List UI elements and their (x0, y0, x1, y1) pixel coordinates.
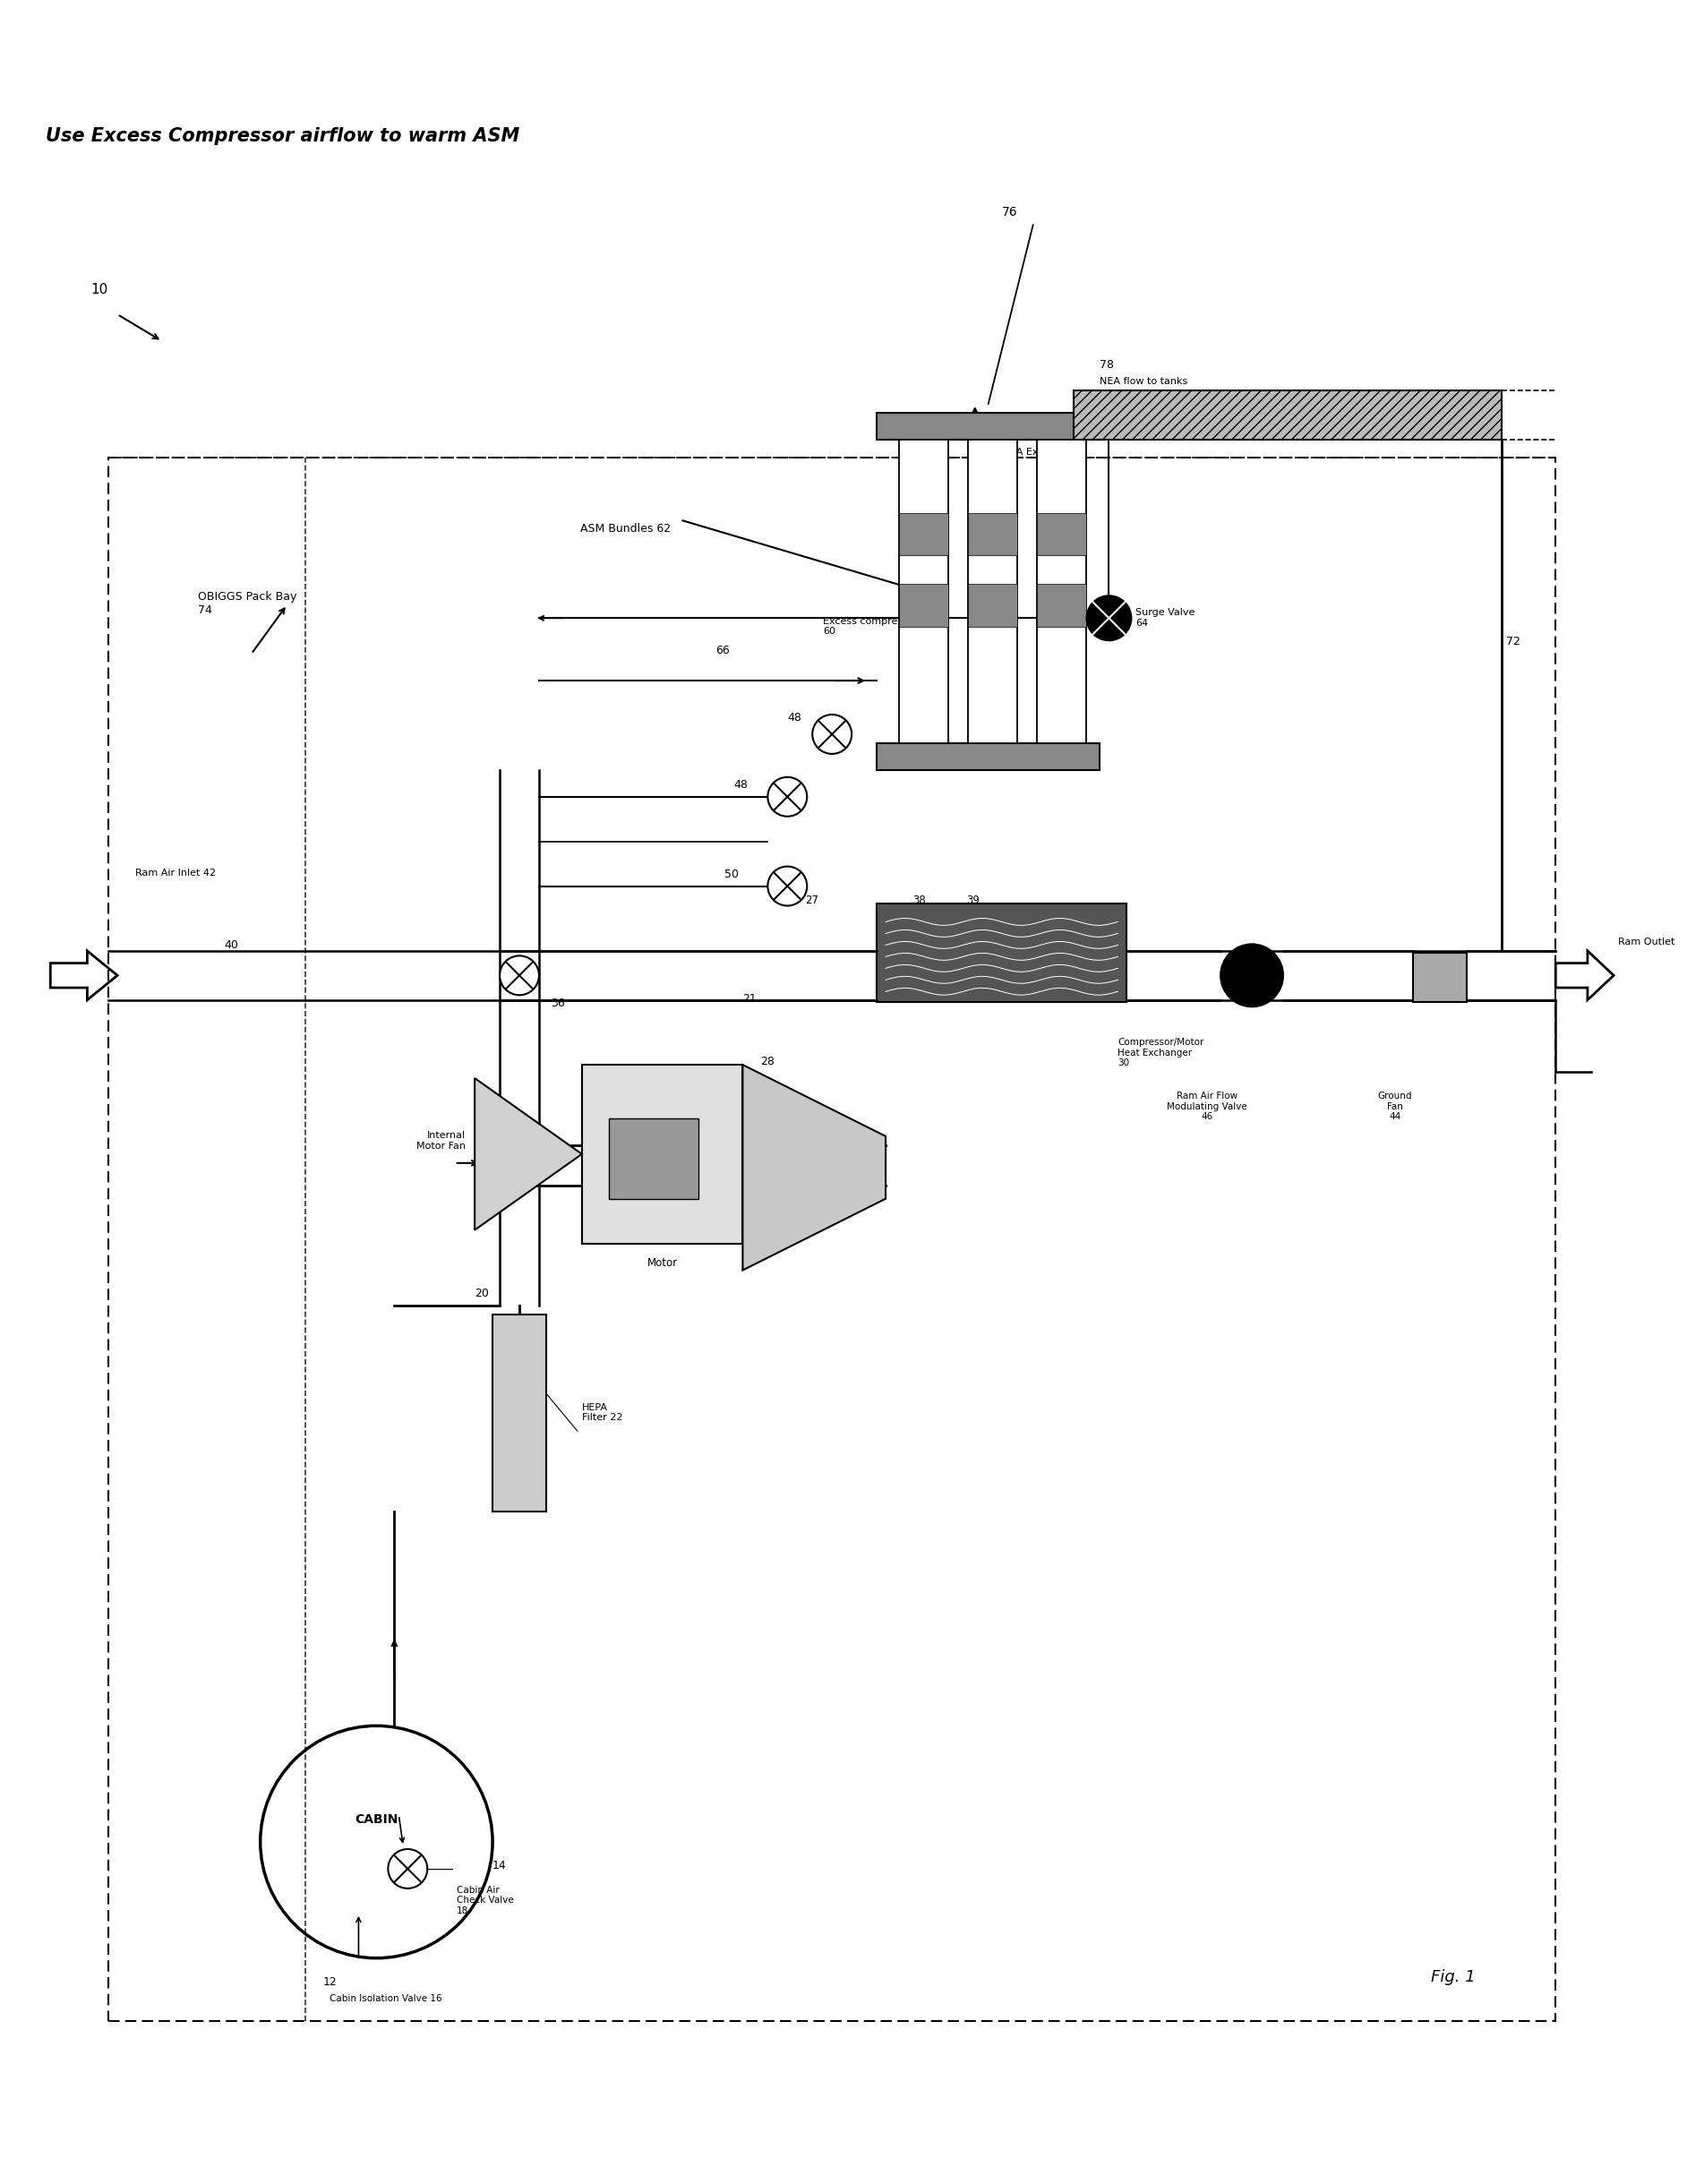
Circle shape (388, 1850, 427, 1889)
Text: Ram Air Inlet 42: Ram Air Inlet 42 (135, 869, 216, 878)
Bar (968, 439, 1017, 743)
Bar (877, 743, 1100, 771)
Bar (1073, 391, 1501, 439)
Text: NEA flow to tanks: NEA flow to tanks (1100, 378, 1188, 387)
Circle shape (813, 714, 852, 753)
Bar (609, 1118, 698, 1199)
Bar (968, 513, 1017, 555)
Text: 38: 38 (913, 895, 926, 906)
Text: Surge Valve
64: Surge Valve 64 (1135, 609, 1194, 627)
Text: 39: 39 (967, 895, 980, 906)
Text: OEA Exit
70: OEA Exit 70 (1002, 448, 1044, 467)
Text: 27: 27 (805, 895, 818, 906)
Text: Ram Outlet: Ram Outlet (1618, 937, 1675, 946)
Text: Cabin Isolation Valve 16: Cabin Isolation Valve 16 (329, 1994, 442, 2003)
Text: Fig. 1: Fig. 1 (1431, 1968, 1474, 1985)
Text: 48: 48 (734, 780, 747, 791)
Text: 66: 66 (715, 644, 730, 657)
Bar (877, 413, 1100, 439)
Text: Ground
Fan
44: Ground Fan 44 (1378, 1092, 1412, 1120)
Text: Compressor/Motor
Heat Exchanger
30: Compressor/Motor Heat Exchanger 30 (1118, 1037, 1205, 1068)
Circle shape (499, 957, 540, 996)
Bar (899, 513, 948, 555)
Text: HEPA
Filter 22: HEPA Filter 22 (582, 1402, 623, 1422)
Text: 21: 21 (742, 994, 757, 1005)
Text: 12: 12 (322, 1977, 337, 1987)
Text: 48: 48 (788, 712, 801, 723)
Text: Compressor
26: Compressor 26 (757, 1171, 817, 1190)
Circle shape (768, 778, 806, 817)
Bar (108, 456, 1555, 2020)
Text: Ram Air Flow
Modulating Valve
46: Ram Air Flow Modulating Valve 46 (1167, 1092, 1247, 1120)
Bar (1036, 513, 1086, 555)
Text: 76: 76 (1002, 205, 1017, 218)
Bar (493, 1315, 547, 1511)
Text: Internal
Motor Fan: Internal Motor Fan (417, 1131, 466, 1151)
Text: 14: 14 (493, 1861, 506, 1872)
Circle shape (768, 867, 806, 906)
Bar (1412, 952, 1466, 1002)
Text: Use Excess Compressor airflow to warm ASM: Use Excess Compressor airflow to warm AS… (46, 127, 520, 144)
Bar (899, 583, 948, 627)
Circle shape (1086, 596, 1132, 640)
Text: ASM Bundles 62: ASM Bundles 62 (580, 522, 671, 535)
Bar (582, 1066, 742, 1243)
Text: Excess compressed air
60: Excess compressed air 60 (823, 616, 936, 636)
Text: Motor: Motor (648, 1256, 678, 1269)
Text: 20: 20 (474, 1289, 489, 1299)
Polygon shape (742, 1066, 886, 1271)
Bar (1036, 583, 1086, 627)
Bar (877, 904, 1127, 1002)
Text: CABIN: CABIN (354, 1813, 398, 1826)
Text: 40: 40 (224, 939, 240, 952)
Text: 28: 28 (761, 1055, 774, 1068)
Text: 50: 50 (725, 869, 739, 880)
Bar (1036, 439, 1086, 743)
Text: OBIGGS Pack Bay
74: OBIGGS Pack Bay 74 (197, 592, 297, 616)
Circle shape (1221, 943, 1284, 1007)
Text: 72: 72 (1506, 636, 1520, 649)
Text: 10: 10 (91, 284, 108, 297)
Text: Cabin Air
Check Valve
18: Cabin Air Check Valve 18 (457, 1885, 515, 1915)
Polygon shape (474, 1079, 582, 1230)
Bar (899, 439, 948, 743)
Bar (968, 583, 1017, 627)
Text: 36: 36 (550, 998, 565, 1009)
Text: 78: 78 (1100, 358, 1115, 371)
